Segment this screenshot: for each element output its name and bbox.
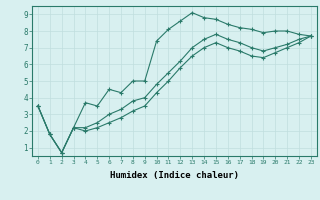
X-axis label: Humidex (Indice chaleur): Humidex (Indice chaleur) xyxy=(110,171,239,180)
